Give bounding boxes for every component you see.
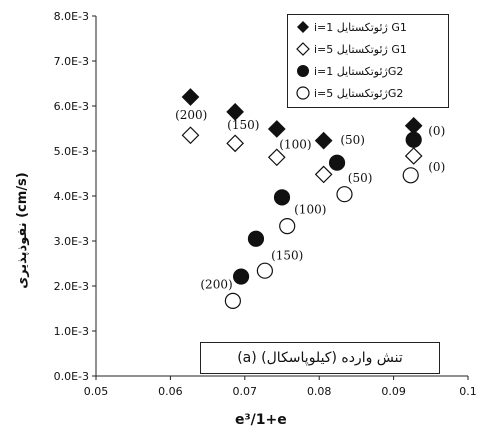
y-tick-label: 8.0E-3	[54, 10, 89, 23]
x-tick-label: 0.09	[381, 385, 406, 398]
data-point-g2-i1	[405, 131, 422, 148]
stress-label: (50)	[348, 171, 373, 185]
x-tick-label: 0.05	[84, 385, 109, 398]
data-point-g2-i5	[402, 167, 419, 184]
legend-item-g1-i1: i=1 ژئوتکستایل G1	[296, 18, 407, 36]
y-tick-label: 7.0E-3	[54, 55, 89, 68]
stress-label: (0)	[428, 124, 445, 138]
y-tick-label: 5.0E-3	[54, 145, 89, 158]
legend-item-g2-i5: i=5 ژئوتکستایلG2	[296, 84, 403, 102]
data-point-g1-i5	[181, 126, 200, 145]
y-tick-label: 1.0E-3	[54, 325, 89, 338]
data-point-g2-i1	[273, 189, 291, 206]
data-point-g2-i5	[224, 292, 241, 309]
legend-label: i=5 ژئوتکستایلG2	[314, 86, 404, 100]
x-tick-label: 0.07	[233, 385, 258, 398]
data-point-g1-i1	[267, 120, 286, 138]
stress-label: (200)	[175, 108, 207, 122]
circle-open-icon	[296, 86, 310, 100]
legend: i=1 ژئوتکستایل G1 i=5 ژئوتکستایل G1 i=1 …	[287, 14, 449, 108]
y-axis-title-text: نفوذپذیری (cm/s)	[14, 171, 30, 289]
y-tick-label: 6.0E-3	[54, 100, 89, 113]
data-point-g1-i5	[267, 148, 286, 167]
data-point-g2-i1	[328, 154, 346, 171]
chart-annotation: (a) تنش وارده (کیلوپاسکال)	[200, 342, 440, 374]
data-point-g1-i5	[314, 165, 333, 184]
legend-item-g2-i1: i=1 ژئوتکستایلG2	[296, 62, 403, 80]
stress-label: (50)	[340, 133, 365, 147]
data-point-g1-i1	[226, 103, 244, 121]
legend-label: i=1 ژئوتکستایل G1	[314, 20, 407, 34]
data-point-g1-i1	[314, 131, 333, 150]
y-tick-label: 3.0E-3	[54, 235, 89, 248]
diamond-open-icon	[296, 42, 310, 56]
legend-label: i=1 ژئوتکستایلG2	[314, 64, 404, 78]
stress-label: (0)	[428, 160, 445, 174]
data-point-g2-i5	[279, 218, 296, 235]
data-point-g2-i5	[256, 262, 273, 279]
stress-label: (100)	[279, 137, 311, 151]
stress-label: (100)	[294, 203, 326, 217]
annotation-text: (a) تنش وارده (کیلوپاسکال)	[237, 350, 403, 366]
data-point-g1-i1	[181, 88, 200, 106]
stress-label: (150)	[227, 118, 259, 132]
x-axis-title-text: e³/1+e	[235, 412, 287, 428]
data-point-g1-i5	[226, 134, 244, 153]
stress-label: (200)	[200, 278, 232, 292]
y-tick-label: 0.0E-3	[54, 370, 89, 383]
x-tick-label: 0.08	[307, 385, 332, 398]
data-point-g1-i5	[404, 147, 423, 165]
data-point-g2-i5	[336, 186, 353, 203]
diamond-filled-icon	[297, 21, 309, 33]
stress-label: (150)	[271, 248, 303, 262]
legend-item-g1-i5: i=5 ژئوتکستایل G1	[296, 40, 407, 58]
x-tick-label: 0.1	[459, 385, 477, 398]
x-axis-title: e³/1+e	[235, 412, 287, 428]
data-point-g2-i1	[247, 230, 265, 247]
y-tick-label: 2.0E-3	[54, 280, 89, 293]
data-point-g1-i1	[404, 116, 423, 135]
data-point-g2-i1	[232, 268, 250, 285]
x-tick-label: 0.06	[158, 385, 183, 398]
y-axis-title: نفوذپذیری (cm/s)	[2, 100, 42, 360]
legend-label: i=5 ژئوتکستایل G1	[314, 42, 407, 56]
y-tick-label: 4.0E-3	[54, 190, 89, 203]
circle-filled-icon	[297, 65, 309, 77]
